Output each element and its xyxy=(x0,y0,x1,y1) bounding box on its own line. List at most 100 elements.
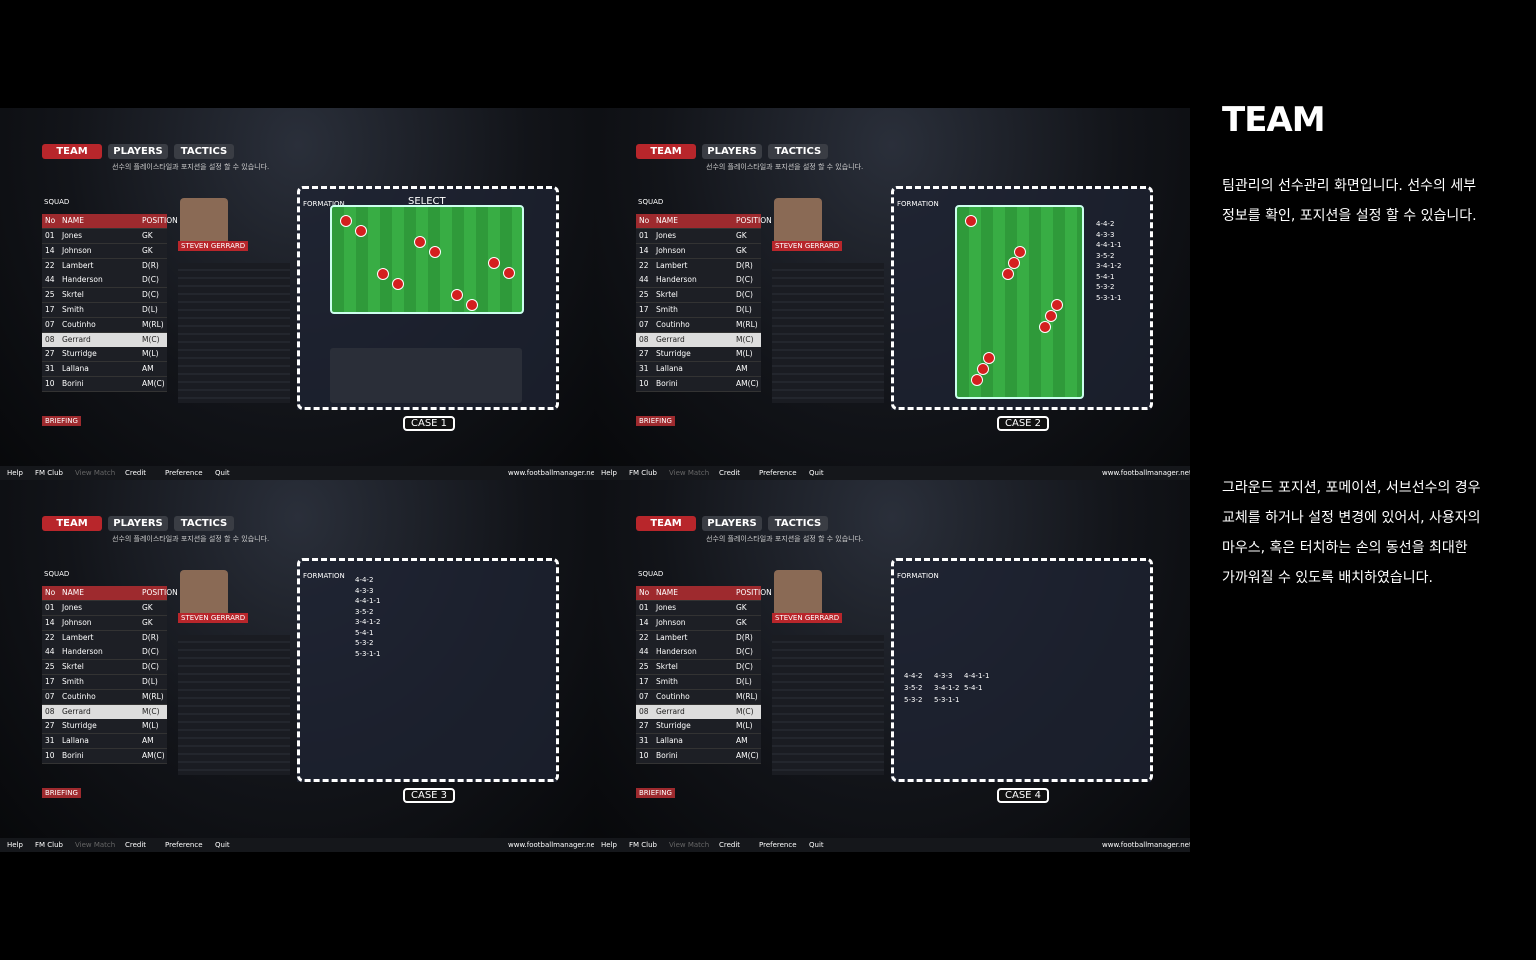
menu-item[interactable]: Quit xyxy=(809,841,824,849)
player-marker[interactable] xyxy=(983,352,995,364)
menu-item[interactable]: Credit xyxy=(125,469,147,477)
squad-row[interactable]: 10 Borini AM(C) xyxy=(636,377,761,392)
squad-row[interactable]: 44 Handerson D(C) xyxy=(42,645,167,661)
squad-row[interactable]: 08 Gerrard M(C) xyxy=(42,332,167,348)
menu-item[interactable]: Help xyxy=(601,469,617,477)
menu-item[interactable]: View Match xyxy=(75,469,116,477)
player-marker[interactable] xyxy=(503,267,515,279)
squad-row[interactable]: 01 Jones GK xyxy=(42,601,167,616)
briefing-button[interactable]: BRIEFING xyxy=(636,416,675,426)
formation-option[interactable]: 4-4-2 xyxy=(1096,220,1115,228)
formation-option[interactable]: 5-4-1 xyxy=(964,684,983,692)
player-marker[interactable] xyxy=(971,374,983,386)
squad-row[interactable]: 31 Lallana AM xyxy=(42,734,167,750)
squad-row[interactable]: 10 Borini AM(C) xyxy=(42,749,167,764)
squad-row[interactable]: 07 Coutinho M(RL) xyxy=(42,317,167,333)
formation-option[interactable]: 4-4-2 xyxy=(355,576,374,584)
menu-item[interactable]: Preference xyxy=(759,841,797,849)
squad-row[interactable]: 27 Sturridge M(L) xyxy=(42,719,167,735)
squad-row[interactable]: 22 Lambert D(R) xyxy=(42,258,167,274)
squad-row[interactable]: 17 Smith D(L) xyxy=(636,675,761,690)
squad-row[interactable]: 44 Handerson D(C) xyxy=(636,273,761,289)
formation-option[interactable]: 4-4-2 xyxy=(904,672,923,680)
squad-row[interactable]: 10 Borini AM(C) xyxy=(636,749,761,764)
squad-row[interactable]: 31 Lallana AM xyxy=(636,734,761,750)
player-marker[interactable] xyxy=(414,236,426,248)
formation-option[interactable]: 4-4-1-1 xyxy=(964,672,990,680)
squad-row[interactable]: 17 Smith D(L) xyxy=(42,675,167,690)
squad-row[interactable]: 44 Handerson D(C) xyxy=(42,273,167,289)
squad-row[interactable]: 14 Johnson GK xyxy=(42,615,167,631)
formation-option[interactable]: 5-3-2 xyxy=(1096,283,1115,291)
menu-item[interactable]: Credit xyxy=(125,841,147,849)
squad-row[interactable]: 22 Lambert D(R) xyxy=(42,630,167,646)
squad-row[interactable]: 07 Coutinho M(RL) xyxy=(636,689,761,705)
tab[interactable]: PLAYERS xyxy=(108,144,168,159)
formation-option[interactable]: 3-4-1-2 xyxy=(355,618,381,626)
squad-row[interactable]: 07 Coutinho M(RL) xyxy=(636,317,761,333)
squad-row[interactable]: 25 Skrtel D(C) xyxy=(42,660,167,676)
squad-row[interactable]: 07 Coutinho M(RL) xyxy=(42,689,167,705)
menu-item[interactable]: Quit xyxy=(809,469,824,477)
briefing-button[interactable]: BRIEFING xyxy=(636,788,675,798)
menu-item[interactable]: Quit xyxy=(215,469,230,477)
menu-item[interactable]: FM Club xyxy=(629,469,658,477)
squad-row[interactable]: 31 Lallana AM xyxy=(42,362,167,378)
player-marker[interactable] xyxy=(1002,268,1014,280)
player-marker[interactable] xyxy=(355,225,367,237)
tab[interactable]: TEAM xyxy=(42,144,102,159)
squad-row[interactable]: 31 Lallana AM xyxy=(636,362,761,378)
player-marker[interactable] xyxy=(451,289,463,301)
formation-option[interactable]: 3-5-2 xyxy=(355,607,374,616)
menu-item[interactable]: Help xyxy=(601,841,617,849)
squad-row[interactable]: 27 Sturridge M(L) xyxy=(636,347,761,363)
player-marker[interactable] xyxy=(965,215,977,227)
squad-row[interactable]: 27 Sturridge M(L) xyxy=(636,719,761,735)
menu-item[interactable]: Preference xyxy=(759,469,797,477)
player-marker[interactable] xyxy=(1051,299,1063,311)
formation-option[interactable]: 4-3-3 xyxy=(355,586,374,595)
player-marker[interactable] xyxy=(392,278,404,290)
formation-option[interactable]: 5-3-2 xyxy=(904,696,923,704)
player-marker[interactable] xyxy=(488,257,500,269)
player-marker[interactable] xyxy=(1045,310,1057,322)
tab[interactable]: TACTICS xyxy=(768,516,828,531)
player-marker[interactable] xyxy=(429,246,441,258)
menu-item[interactable]: View Match xyxy=(75,841,116,849)
formation-option[interactable]: 5-3-1-1 xyxy=(934,696,960,704)
squad-row[interactable]: 22 Lambert D(R) xyxy=(636,258,761,274)
squad-row[interactable]: 01 Jones GK xyxy=(636,601,761,616)
formation-option[interactable]: 5-3-1-1 xyxy=(1096,293,1122,302)
squad-row[interactable]: 17 Smith D(L) xyxy=(636,303,761,318)
menu-item[interactable]: Preference xyxy=(165,469,203,477)
squad-row[interactable]: 25 Skrtel D(C) xyxy=(636,660,761,676)
squad-row[interactable]: 14 Johnson GK xyxy=(636,243,761,259)
squad-row[interactable]: 08 Gerrard M(C) xyxy=(42,704,167,720)
formation-option[interactable]: 4-4-1-1 xyxy=(355,597,381,605)
formation-option[interactable]: 4-3-3 xyxy=(1096,230,1115,239)
squad-row[interactable]: 44 Handerson D(C) xyxy=(636,645,761,661)
player-marker[interactable] xyxy=(1008,257,1020,269)
tab[interactable]: TEAM xyxy=(636,144,696,159)
player-marker[interactable] xyxy=(977,363,989,375)
formation-option[interactable]: 5-3-1-1 xyxy=(355,649,381,658)
menu-item[interactable]: Credit xyxy=(719,469,741,477)
squad-row[interactable]: 14 Johnson GK xyxy=(42,243,167,259)
menu-item[interactable]: Help xyxy=(7,841,23,849)
squad-row[interactable]: 27 Sturridge M(L) xyxy=(42,347,167,363)
squad-row[interactable]: 22 Lambert D(R) xyxy=(636,630,761,646)
formation-option[interactable]: 3-4-1-2 xyxy=(934,684,960,692)
player-marker[interactable] xyxy=(466,299,478,311)
player-marker[interactable] xyxy=(1039,321,1051,333)
squad-row[interactable]: 08 Gerrard M(C) xyxy=(636,704,761,720)
formation-option[interactable]: 5-4-1 xyxy=(1096,272,1115,281)
squad-row[interactable]: 01 Jones GK xyxy=(636,229,761,244)
tab[interactable]: TACTICS xyxy=(174,516,234,531)
formation-option[interactable]: 4-4-1-1 xyxy=(1096,241,1122,249)
tab[interactable]: PLAYERS xyxy=(702,144,762,159)
menu-item[interactable]: Help xyxy=(7,469,23,477)
squad-row[interactable]: 17 Smith D(L) xyxy=(42,303,167,318)
tab[interactable]: PLAYERS xyxy=(108,516,168,531)
tab[interactable]: TEAM xyxy=(636,516,696,531)
player-marker[interactable] xyxy=(377,268,389,280)
